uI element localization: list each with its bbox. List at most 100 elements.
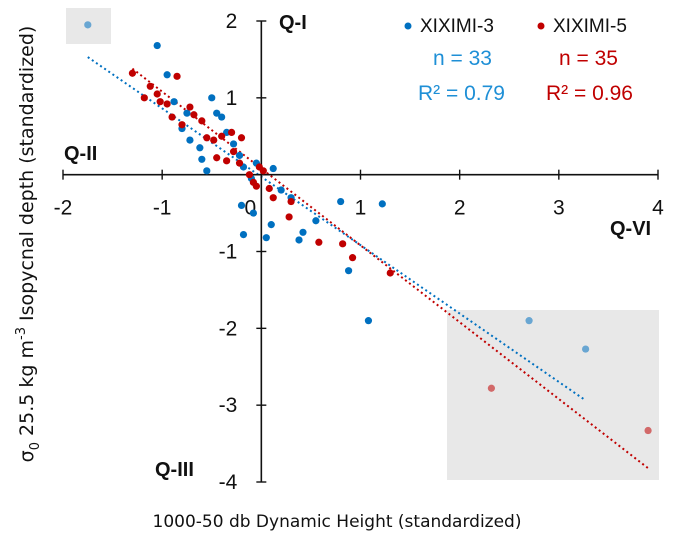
data-point-series-1 xyxy=(229,140,238,148)
data-point-series-1 xyxy=(269,164,277,173)
data-point-series-2 xyxy=(285,213,293,221)
data-point-series-2 xyxy=(245,171,254,179)
data-point-series-2 xyxy=(186,103,194,111)
data-point-series-1 xyxy=(198,155,206,163)
highlighted-point-series-2 xyxy=(487,384,495,392)
data-point-series-2 xyxy=(218,132,226,140)
data-point-series-1 xyxy=(170,98,178,106)
data-point-series-2 xyxy=(146,82,154,90)
data-point-series-1 xyxy=(186,136,194,144)
data-point-series-2 xyxy=(287,197,295,206)
data-point-series-1 xyxy=(237,201,246,209)
x-tick-label: 2 xyxy=(454,197,466,220)
data-point-series-1 xyxy=(196,144,204,152)
data-point-series-2 xyxy=(210,136,218,144)
data-point-series-2 xyxy=(163,100,171,108)
highlight-box-lower-right xyxy=(447,310,659,480)
y-tick-label: -2 xyxy=(219,317,238,340)
data-point-series-1 xyxy=(249,209,257,217)
data-point-series-2 xyxy=(140,94,148,102)
y-axis-title-rest: Isopycnal depth (standardized) xyxy=(16,26,38,327)
y-tick-label: -3 xyxy=(219,394,238,417)
x-tick-label: 0 xyxy=(244,197,256,220)
data-point-series-2 xyxy=(229,148,238,156)
legend-marker-ximimi5 xyxy=(537,22,545,30)
stat-n-ximimi5: n = 35 xyxy=(559,47,618,70)
data-point-series-2 xyxy=(173,72,181,80)
highlighted-point-series-1 xyxy=(525,317,533,325)
data-point-series-1 xyxy=(208,94,216,102)
trendline-series-1 xyxy=(87,56,585,400)
data-point-series-2 xyxy=(348,254,357,262)
data-point-series-2 xyxy=(252,182,260,190)
y-axis-title: σ0 25.5 kg m-3 Isopycnal depth (standard… xyxy=(14,26,43,463)
quadrant-label-q4: Q-VI xyxy=(610,218,651,240)
y-axis-title-subscript: 0 xyxy=(28,442,43,450)
data-point-series-2 xyxy=(190,111,198,119)
x-tick-label: 1 xyxy=(355,197,367,220)
data-point-series-1 xyxy=(299,228,307,236)
data-point-series-1 xyxy=(312,217,320,225)
y-tick-label: -4 xyxy=(219,471,238,494)
legend-label-ximimi5: XIXIMI-5 xyxy=(553,16,627,37)
highlighted-point-series-1 xyxy=(582,345,590,353)
data-point-series-2 xyxy=(168,113,176,121)
data-point-series-2 xyxy=(339,240,347,248)
y-tick-label: 2 xyxy=(226,10,238,33)
data-point-series-1 xyxy=(213,109,221,117)
stat-r2-ximimi5: R² = 0.96 xyxy=(546,82,633,105)
y-tick-label: -1 xyxy=(219,241,238,264)
data-point-series-1 xyxy=(345,267,353,275)
data-point-series-2 xyxy=(235,159,244,167)
stat-n-ximimi3: n = 33 xyxy=(433,47,492,70)
data-point-series-1 xyxy=(262,234,270,242)
data-point-series-1 xyxy=(163,71,171,79)
data-point-series-1 xyxy=(235,151,244,160)
data-point-series-1 xyxy=(277,186,285,194)
data-point-series-2 xyxy=(269,194,277,202)
y-tick-label: 1 xyxy=(226,87,238,110)
data-point-series-1 xyxy=(153,41,161,50)
x-axis-title: 1000-50 db Dynamic Height (standardized) xyxy=(153,512,522,532)
data-point-series-1 xyxy=(337,197,345,206)
legend-marker-ximimi3 xyxy=(404,22,412,30)
data-point-series-1 xyxy=(378,200,386,208)
highlighted-point-series-1 xyxy=(84,21,92,29)
data-point-series-2 xyxy=(315,238,323,246)
data-point-series-2 xyxy=(237,134,246,142)
x-tick-label: 3 xyxy=(553,197,565,220)
legend: XIXIMI-3 XIXIMI-5 xyxy=(404,16,627,37)
data-point-series-1 xyxy=(364,317,373,325)
x-tick-label: -1 xyxy=(153,197,172,220)
x-tick-label: -2 xyxy=(54,197,73,220)
data-point-series-1 xyxy=(267,221,275,229)
data-point-series-2 xyxy=(198,117,206,125)
data-point-series-2 xyxy=(178,121,186,129)
data-point-series-1 xyxy=(203,167,211,175)
quadrant-label-q1: Q-I xyxy=(279,12,307,34)
data-point-series-2 xyxy=(203,134,211,142)
data-point-series-1 xyxy=(183,109,191,117)
data-point-series-2 xyxy=(227,128,236,137)
data-points-layer xyxy=(84,21,652,435)
data-point-series-2 xyxy=(223,157,231,165)
legend-label-ximimi3: XIXIMI-3 xyxy=(420,16,494,37)
axes: -2 -1 0 1 2 3 4 2 1 -1 -2 -3 -4 xyxy=(54,10,665,494)
data-point-series-2 xyxy=(255,163,263,171)
data-point-series-2 xyxy=(386,269,394,277)
highlighted-point-series-2 xyxy=(644,426,652,435)
data-point-series-2 xyxy=(156,98,164,106)
trendline-series-2 xyxy=(131,67,649,469)
stat-r2-ximimi3: R² = 0.79 xyxy=(418,82,505,105)
data-point-series-1 xyxy=(218,113,226,121)
quadrant-label-q3: Q-III xyxy=(155,459,194,481)
data-point-series-2 xyxy=(153,90,161,98)
data-point-series-1 xyxy=(295,236,303,244)
quadrant-label-q2: Q-II xyxy=(64,143,97,165)
data-point-series-1 xyxy=(239,230,248,239)
data-point-series-2 xyxy=(213,154,221,162)
y-axis-title-sigma: σ xyxy=(16,450,38,462)
data-point-series-2 xyxy=(265,184,273,193)
data-point-series-1 xyxy=(223,128,231,137)
